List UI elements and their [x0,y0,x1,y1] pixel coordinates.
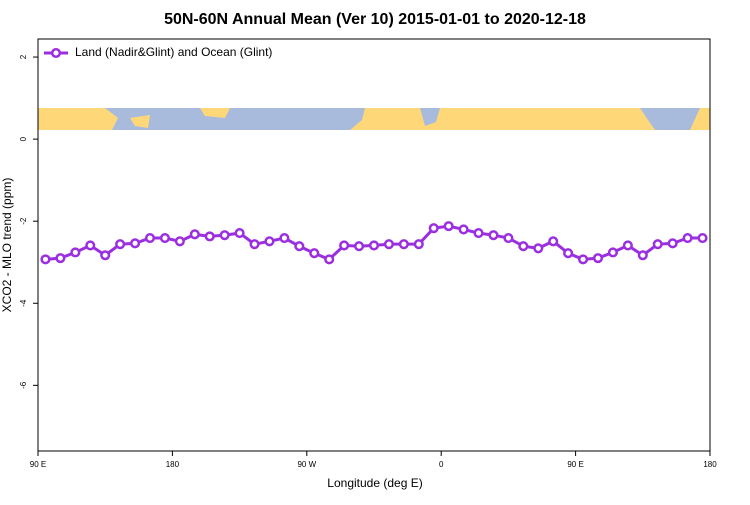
data-point [488,230,499,241]
data-point [70,247,81,258]
data-point [339,240,350,251]
x-tick-label: 180 [703,460,717,469]
data-point [40,254,51,265]
data-point [518,241,529,252]
data-point [607,247,618,258]
data-point [637,250,648,261]
y-tick-label: -6 [19,381,28,389]
data-point [533,243,544,254]
y-axis-label: XCO2 - MLO trend (ppm) [0,178,14,313]
legend-marker [50,47,62,59]
y-tick-label: -4 [19,299,28,307]
data-point [294,241,305,252]
data-point [204,231,215,242]
data-point [115,239,126,250]
plot-frame [37,38,711,452]
x-tick-label: 90 W [297,460,316,469]
ocean [105,108,365,130]
data-point [159,232,170,244]
land [200,108,230,118]
x-tick-label: 90 E [567,460,583,469]
data-point [428,223,439,234]
data-point [548,236,559,247]
chart-title: 50N-60N Annual Mean (Ver 10) 2015-01-01 … [164,11,586,28]
data-point [279,232,290,244]
data-point [697,232,708,244]
data-point [473,228,484,239]
data-point [503,232,514,244]
data-point [55,253,66,264]
y-tick-label: -2 [19,217,28,225]
ocean [420,108,440,126]
data-point [398,239,409,250]
data-point [667,238,678,249]
data-point [85,240,96,251]
data-point [100,250,111,261]
data-point [592,253,604,264]
x-tick-label: 90 E [30,460,46,469]
data-point [383,239,394,250]
y-tick-label: 0 [19,136,28,141]
x-axis-label: Longitude (deg E) [327,476,422,490]
data-point [189,229,200,240]
data-point [219,230,230,241]
data-point [324,254,335,265]
data-point [264,236,275,247]
data-point [682,232,693,244]
data-point [652,239,663,250]
data-point [249,239,260,250]
data-point [563,248,574,259]
y-tick-label: 2 [19,54,28,59]
data-point [309,248,320,259]
data-point [458,224,469,235]
map-band [38,108,710,130]
data-point [174,236,185,247]
data-point [354,241,365,252]
x-tick-label: 180 [166,460,180,469]
data-point [144,232,156,244]
data-point [443,221,454,232]
ocean [640,108,700,130]
data-point [413,239,424,250]
data-point [622,240,633,251]
data-point [130,238,141,249]
data-point [368,240,380,251]
legend-label: Land (Nadir&Glint) and Ocean (Glint) [75,45,272,59]
data-point [234,228,245,239]
data-point [578,254,589,265]
land [130,115,150,128]
x-tick-label: 0 [439,460,444,469]
